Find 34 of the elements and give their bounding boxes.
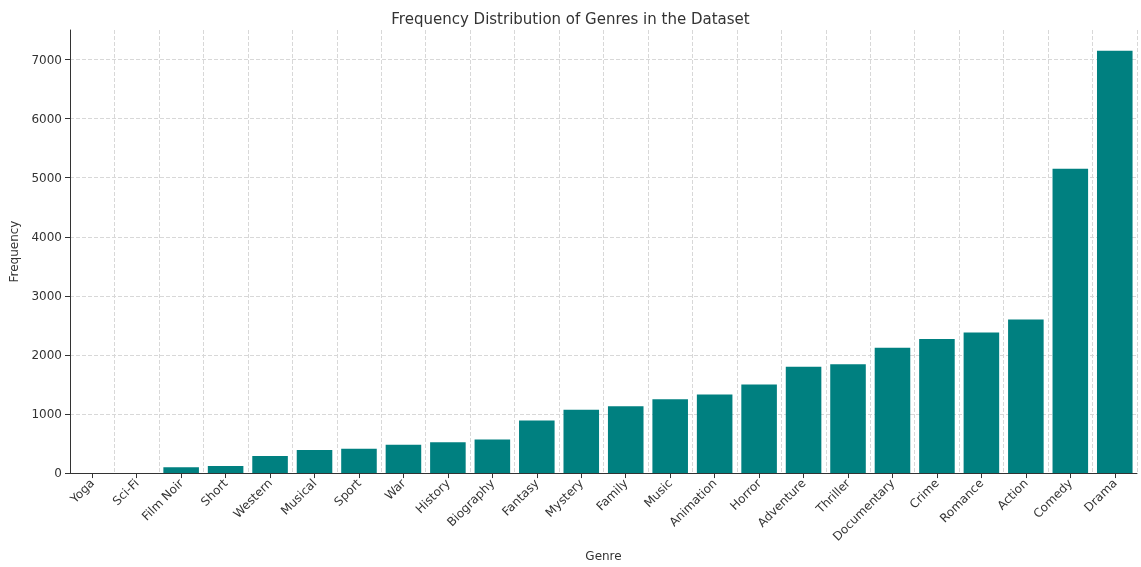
bar (919, 338, 955, 474)
y-tick-label: 5000 (31, 170, 62, 185)
bar (741, 384, 777, 474)
bar (207, 465, 244, 474)
bar (830, 364, 866, 474)
bar (785, 366, 822, 474)
bar (696, 394, 733, 474)
bar (252, 455, 288, 474)
bar (296, 450, 333, 474)
bar (341, 448, 377, 474)
y-tick-label: 6000 (31, 111, 62, 126)
bar (163, 467, 199, 474)
bar (874, 347, 911, 474)
y-axis-title: Frequency (7, 220, 21, 283)
y-tick-label: 3000 (31, 288, 62, 303)
bar (652, 399, 688, 474)
bar (430, 442, 466, 474)
y-tick-label: 7000 (31, 52, 62, 67)
bar (519, 420, 555, 474)
bar (963, 332, 1000, 474)
x-tick-label: War (381, 476, 409, 503)
chart-title: Frequency Distribution of Genres in the Dataset (391, 9, 750, 28)
bar (607, 406, 644, 474)
y-tick-label: 4000 (31, 229, 62, 244)
x-axis-title: Genre (585, 549, 622, 563)
y-tick-label: 1000 (31, 406, 62, 421)
y-tick-label: 2000 (31, 347, 62, 362)
y-tick-label: 0 (54, 466, 62, 481)
bar (385, 444, 422, 474)
bar (1096, 50, 1133, 474)
bar (1008, 319, 1044, 474)
bar (1052, 168, 1089, 474)
bar (563, 409, 600, 474)
bar (474, 439, 511, 474)
